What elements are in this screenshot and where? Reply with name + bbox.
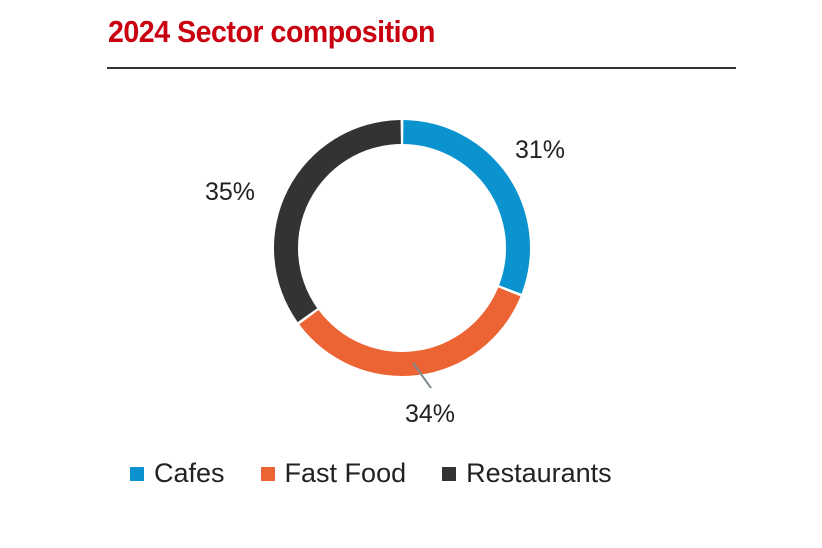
legend-swatch	[442, 466, 457, 481]
donut-slice-cafes	[403, 120, 530, 294]
legend-label: Restaurants	[466, 458, 612, 488]
legend-item-fast-food: Fast Food	[260, 458, 407, 489]
data-label-restaurants: 35%	[205, 178, 255, 206]
legend-label: Fast Food	[284, 458, 407, 488]
legend-swatch	[130, 466, 144, 481]
chart-title: 2024 Sector composition	[108, 14, 436, 49]
legend: Cafes Fast Food Restaurants	[130, 458, 648, 489]
data-label-cafes: 31%	[515, 136, 565, 164]
donut-slice-restaurants	[274, 120, 401, 323]
legend-swatch	[260, 466, 275, 481]
legend-item-cafes: Cafes	[130, 458, 225, 489]
donut-slice-fast-food	[299, 287, 521, 377]
legend-item-restaurants: Restaurants	[442, 458, 612, 489]
title-divider	[107, 67, 736, 69]
legend-label: Cafes	[154, 458, 225, 488]
data-label-fast-food: 34%	[405, 400, 455, 428]
leader-line-fast-food	[412, 362, 432, 389]
